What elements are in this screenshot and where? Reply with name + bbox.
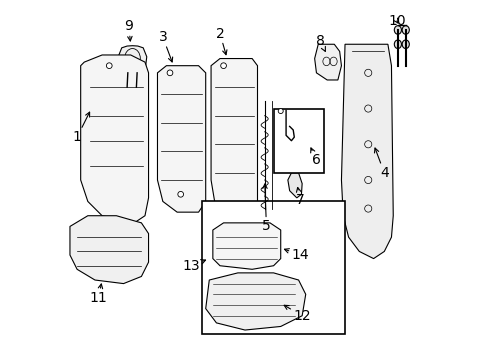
Text: 12: 12 [284, 305, 311, 323]
Polygon shape [70, 216, 148, 284]
Text: 2: 2 [216, 27, 227, 55]
Ellipse shape [394, 26, 401, 34]
Ellipse shape [220, 63, 226, 68]
Text: 13: 13 [183, 259, 205, 273]
Text: 3: 3 [158, 30, 172, 62]
Polygon shape [213, 223, 281, 269]
Polygon shape [81, 55, 148, 223]
Ellipse shape [402, 40, 409, 49]
Polygon shape [288, 173, 302, 198]
Text: 9: 9 [124, 19, 133, 41]
Text: 1: 1 [73, 112, 90, 144]
Bar [202, 202, 345, 334]
Text: 7: 7 [296, 188, 305, 207]
Ellipse shape [106, 63, 112, 68]
Text: 11: 11 [90, 284, 107, 305]
Text: 10: 10 [388, 14, 406, 28]
Text: 14: 14 [285, 248, 309, 262]
Ellipse shape [394, 40, 401, 49]
Polygon shape [206, 273, 306, 330]
Ellipse shape [402, 26, 409, 34]
Polygon shape [342, 44, 393, 258]
Ellipse shape [278, 109, 283, 113]
Ellipse shape [178, 192, 184, 197]
Polygon shape [157, 66, 206, 212]
Polygon shape [118, 46, 147, 73]
Polygon shape [315, 44, 342, 80]
Text: 5: 5 [262, 184, 271, 233]
Bar [273, 109, 323, 173]
Polygon shape [211, 59, 258, 212]
Text: 4: 4 [374, 148, 389, 180]
Text: 6: 6 [311, 148, 321, 167]
Text: 8: 8 [316, 34, 325, 51]
Ellipse shape [167, 70, 173, 76]
